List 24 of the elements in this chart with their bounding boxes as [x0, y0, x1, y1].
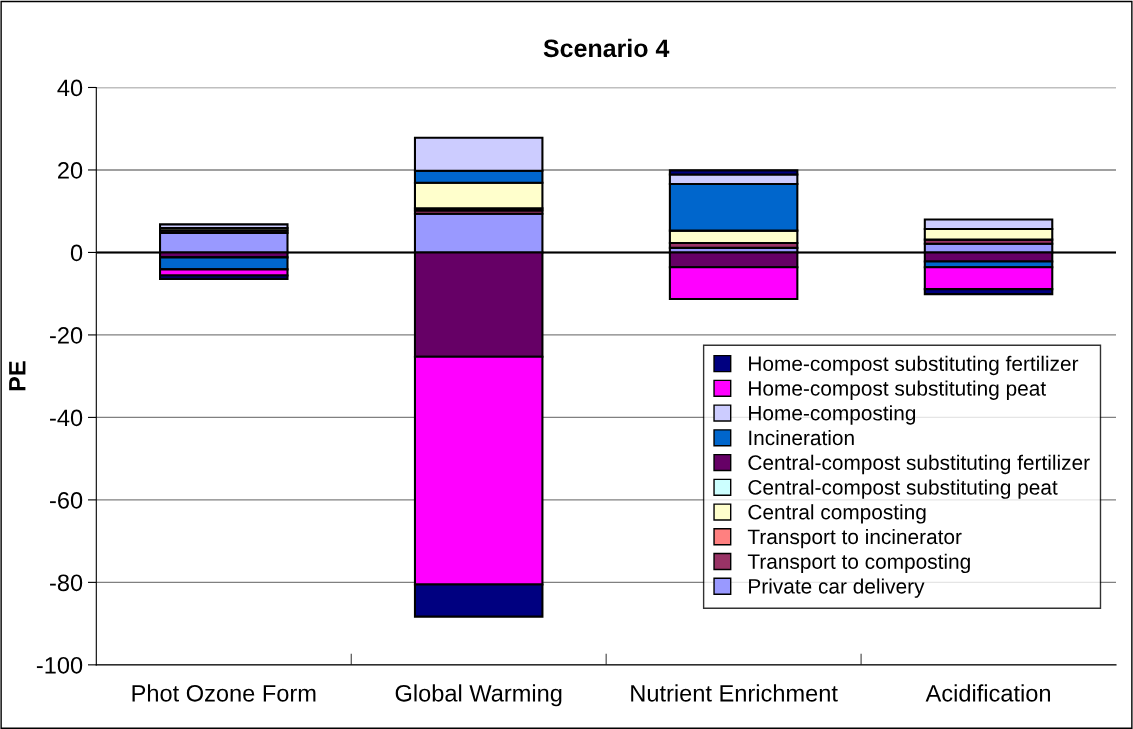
y-tick-label: -20 — [50, 326, 83, 344]
legend-label: Home-compost substituting fertilizer — [749, 355, 1079, 376]
legend-label: Central-compost substituting fertilizer — [748, 454, 1090, 475]
y-tick-label: -60 — [50, 491, 83, 509]
y-tick-label: 40 — [57, 79, 83, 97]
legend-label: Transport to composting — [747, 553, 970, 574]
legend-label: Home-compost substituting peat — [749, 380, 1046, 400]
y-tick-label: 20 — [58, 162, 83, 179]
y-tick-label: -80 — [50, 574, 83, 592]
legend-label: Home-composting — [749, 405, 916, 425]
legend-label: Private car delivery — [749, 578, 925, 598]
chart-title: Scenario 4 — [543, 38, 670, 58]
y-tick-label: 0 — [70, 244, 83, 262]
legend-label: Central composting — [748, 504, 926, 524]
x-tick-label: Acidification — [925, 684, 1051, 702]
legend-label: Incineration — [749, 429, 854, 446]
x-tick-label: Phot Ozone Form — [132, 684, 316, 702]
y-tick-label: -40 — [50, 409, 83, 427]
x-tick-label: Global Warming — [395, 684, 562, 707]
x-tick-label: Nutrient Enrichment — [631, 684, 838, 702]
legend-label: Transport to incinerator — [747, 528, 962, 549]
y-axis-title: PE — [9, 361, 26, 391]
y-tick-label: -100 — [36, 656, 83, 674]
legend-label: Central-compost substituting peat — [748, 479, 1058, 499]
